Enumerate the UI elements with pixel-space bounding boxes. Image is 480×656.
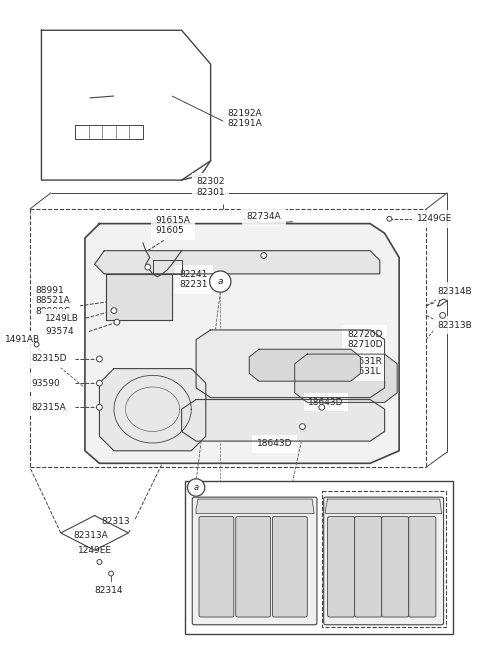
Text: 82720D
82710D: 82720D 82710D xyxy=(347,330,383,349)
Polygon shape xyxy=(196,499,314,514)
Circle shape xyxy=(319,404,324,410)
Circle shape xyxy=(34,342,39,347)
FancyBboxPatch shape xyxy=(199,516,234,617)
Polygon shape xyxy=(325,499,442,514)
Polygon shape xyxy=(95,251,380,274)
Text: a: a xyxy=(193,483,199,492)
Text: 92631R
92631L: 92631R 92631L xyxy=(347,357,382,377)
Text: 82313A: 82313A xyxy=(73,531,108,541)
Circle shape xyxy=(210,271,231,292)
Text: a: a xyxy=(217,277,223,286)
Text: 82313B: 82313B xyxy=(438,321,472,329)
Polygon shape xyxy=(196,330,384,398)
Circle shape xyxy=(387,216,392,221)
Circle shape xyxy=(96,404,102,410)
Text: 91615A
91605: 91615A 91605 xyxy=(156,216,191,236)
FancyBboxPatch shape xyxy=(324,497,444,625)
Text: 82734A: 82734A xyxy=(246,213,281,221)
Text: 82241
82231: 82241 82231 xyxy=(180,270,208,289)
Polygon shape xyxy=(99,369,206,451)
Text: 82314B: 82314B xyxy=(438,287,472,296)
Text: H93570: H93570 xyxy=(349,493,384,502)
Polygon shape xyxy=(295,354,397,402)
Circle shape xyxy=(261,253,267,258)
Text: H93575: H93575 xyxy=(212,490,248,499)
Text: (DRIVER): (DRIVER) xyxy=(336,483,377,492)
Text: 93571A: 93571A xyxy=(327,517,362,526)
Text: 93574: 93574 xyxy=(45,327,74,337)
Polygon shape xyxy=(85,224,399,463)
Text: 1249GE: 1249GE xyxy=(417,215,452,223)
Circle shape xyxy=(108,571,113,576)
Circle shape xyxy=(111,308,117,314)
FancyBboxPatch shape xyxy=(327,516,355,617)
Text: 82315D: 82315D xyxy=(32,354,67,363)
Circle shape xyxy=(440,312,445,318)
Text: 1249EE: 1249EE xyxy=(78,546,112,555)
Text: 1491AB: 1491AB xyxy=(5,335,40,344)
FancyBboxPatch shape xyxy=(382,516,409,617)
Text: 18643D: 18643D xyxy=(308,398,344,407)
Text: 18643D: 18643D xyxy=(257,440,292,449)
Text: 93577: 93577 xyxy=(228,502,257,511)
Circle shape xyxy=(97,560,102,564)
Text: 82314: 82314 xyxy=(95,586,123,596)
Circle shape xyxy=(187,479,205,496)
Polygon shape xyxy=(249,349,360,381)
Circle shape xyxy=(300,424,305,430)
Polygon shape xyxy=(181,400,384,441)
Text: 82302
82301: 82302 82301 xyxy=(196,177,225,197)
FancyBboxPatch shape xyxy=(236,516,271,617)
Text: 93590: 93590 xyxy=(32,379,60,388)
Text: 1249LB: 1249LB xyxy=(45,314,79,323)
FancyBboxPatch shape xyxy=(273,516,307,617)
Polygon shape xyxy=(106,274,172,320)
Circle shape xyxy=(96,356,102,362)
Circle shape xyxy=(145,264,151,270)
FancyBboxPatch shape xyxy=(409,516,436,617)
Text: 82313: 82313 xyxy=(101,517,130,526)
Circle shape xyxy=(96,380,102,386)
Text: 82315A: 82315A xyxy=(32,403,67,412)
FancyBboxPatch shape xyxy=(322,491,445,626)
Circle shape xyxy=(114,319,120,325)
Text: 88991
88521A
88990C: 88991 88521A 88990C xyxy=(36,286,71,316)
Text: 93572A: 93572A xyxy=(359,506,393,515)
FancyBboxPatch shape xyxy=(192,497,317,625)
FancyBboxPatch shape xyxy=(184,481,453,634)
FancyBboxPatch shape xyxy=(355,516,382,617)
Text: 93576B: 93576B xyxy=(198,515,233,524)
Text: 82192A
82191A: 82192A 82191A xyxy=(227,108,262,128)
